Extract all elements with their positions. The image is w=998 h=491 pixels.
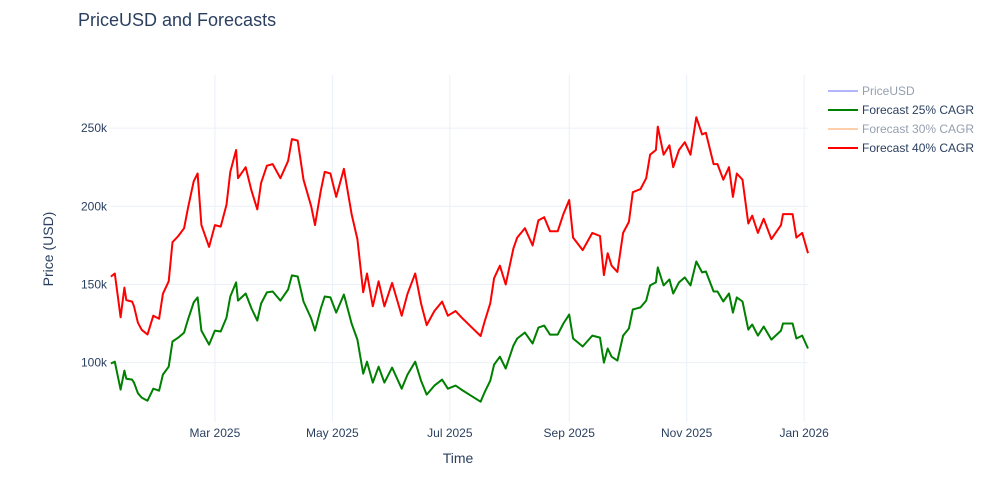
- x-tick-label: Sep 2025: [544, 426, 596, 440]
- x-tick-label: Jul 2025: [427, 426, 473, 440]
- y-tick-label: 100k: [81, 356, 108, 370]
- x-tick-label: Jan 2026: [779, 426, 829, 440]
- y-tick-label: 150k: [81, 277, 108, 291]
- x-axis-ticks: Mar 2025 May 2025 Jul 2025 Sep 2025 Nov 2025…: [190, 426, 830, 440]
- gridlines: [109, 75, 808, 422]
- legend-label: Forecast 30% CAGR: [862, 122, 974, 136]
- y-axis-title: Price (USD): [40, 212, 56, 287]
- x-axis-title: Time: [443, 450, 474, 466]
- series-line-forecast-40-cagr[interactable]: [110, 116, 809, 337]
- plot-area[interactable]: [110, 116, 809, 403]
- legend-item[interactable]: Forecast 30% CAGR: [828, 122, 974, 136]
- y-tick-label: 250k: [81, 121, 108, 135]
- legend-item[interactable]: PriceUSD: [828, 84, 915, 98]
- legend-label: Forecast 25% CAGR: [862, 103, 974, 117]
- x-tick-label: Nov 2025: [661, 426, 713, 440]
- x-tick-label: Mar 2025: [190, 426, 241, 440]
- legend-item[interactable]: Forecast 40% CAGR: [828, 141, 974, 155]
- legend-item[interactable]: Forecast 25% CAGR: [828, 103, 974, 117]
- legend-label: PriceUSD: [862, 84, 915, 98]
- legend-label: Forecast 40% CAGR: [862, 141, 974, 155]
- chart-title: PriceUSD and Forecasts: [78, 10, 276, 30]
- series-line-forecast-25-cagr[interactable]: [110, 260, 809, 403]
- x-tick-label: May 2025: [306, 426, 359, 440]
- legend: PriceUSD Forecast 25% CAGR Forecast 30% CA…: [828, 84, 974, 155]
- y-tick-label: 200k: [81, 199, 108, 213]
- y-axis-ticks: 100k 150k 200k 250k: [81, 121, 108, 369]
